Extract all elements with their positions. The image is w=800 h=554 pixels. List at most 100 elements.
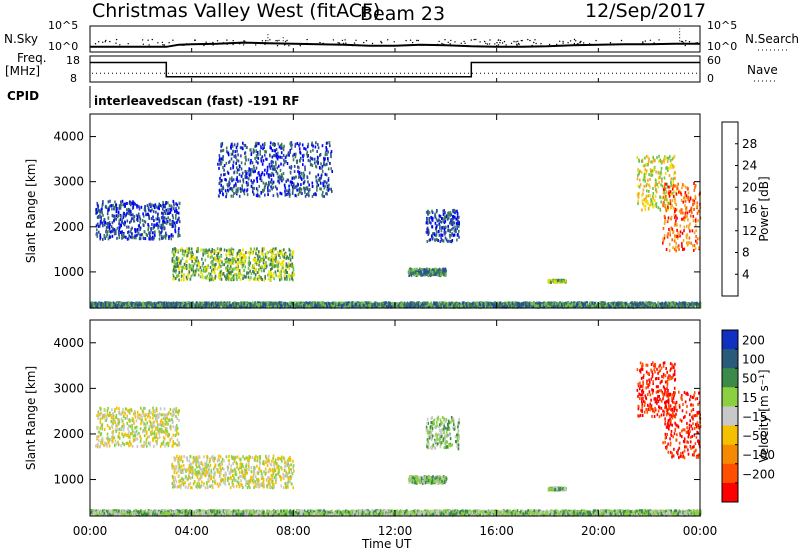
rti-cell	[407, 303, 409, 306]
rti-cell	[158, 230, 160, 234]
rti-cell	[207, 277, 209, 281]
search-noise-dot	[255, 44, 257, 46]
rti-cell	[180, 274, 183, 278]
rti-cell	[245, 251, 247, 255]
rti-cell	[223, 301, 226, 305]
rti-cell	[190, 247, 193, 251]
search-noise-dot	[470, 39, 472, 41]
rti-cell	[175, 213, 177, 217]
rti-cell	[116, 226, 119, 230]
rti-cell	[239, 302, 241, 305]
rti-cell	[118, 226, 121, 230]
rti-cell	[219, 270, 222, 274]
rti-cell	[482, 301, 484, 305]
rti-cell	[451, 304, 453, 308]
search-noise-dot	[363, 41, 365, 44]
rti-cell	[227, 304, 230, 308]
search-noise-dot	[579, 41, 581, 43]
rti-cell	[270, 278, 272, 281]
rti-cell	[520, 305, 523, 309]
rti-cell	[239, 305, 242, 309]
rti-cell	[174, 276, 177, 280]
rti-cell	[606, 304, 608, 308]
rti-cell	[262, 256, 265, 260]
search-noise-dot	[609, 42, 612, 44]
rti-cell	[112, 214, 114, 218]
rti-cell	[596, 301, 599, 305]
rti-cell	[593, 302, 595, 306]
rti-cell	[121, 302, 124, 305]
rti-cell	[285, 277, 288, 281]
rti-cell	[203, 248, 205, 252]
rti-cell	[137, 228, 139, 231]
rti-cell	[282, 259, 285, 263]
search-noise-dot	[285, 40, 287, 43]
freq-label-line1: Freq.	[17, 51, 47, 65]
rti-cell	[195, 259, 197, 263]
search-noise-dot	[151, 38, 153, 41]
rti-cell	[460, 302, 462, 306]
rti-cell	[278, 301, 281, 305]
rti-cell	[680, 304, 682, 308]
rti-cell	[218, 265, 221, 269]
search-noise-dot	[148, 44, 150, 46]
rti-cell	[216, 303, 219, 307]
rti-cell	[257, 257, 259, 261]
nave-label: Nave	[747, 63, 778, 77]
rti-cell	[168, 301, 170, 305]
rti-cell	[289, 258, 292, 262]
rti-cell	[121, 199, 124, 203]
rti-cell	[102, 302, 104, 306]
rti-cell	[521, 305, 524, 308]
rti-cell	[290, 264, 293, 268]
rti-cell	[95, 207, 97, 211]
rti-cell	[153, 302, 156, 305]
rti-cell	[126, 225, 128, 229]
rti-cell	[563, 305, 566, 309]
rti-cell	[91, 303, 94, 307]
rti-cell	[499, 304, 502, 308]
rti-cell	[258, 302, 260, 306]
search-noise-dot	[513, 40, 515, 43]
rti-cell	[178, 271, 180, 274]
rti-cell	[586, 301, 589, 305]
search-noise-dot	[475, 38, 477, 41]
rti-cell	[126, 219, 129, 223]
rti-cell	[160, 223, 162, 227]
rti-cell	[280, 252, 282, 256]
rti-cell	[90, 301, 93, 305]
rti-cell	[247, 261, 250, 265]
rti-cell	[188, 247, 191, 251]
search-noise-dot	[517, 40, 519, 42]
rti-cell	[207, 302, 210, 306]
rti-cell	[493, 303, 496, 307]
search-noise-dot	[430, 44, 433, 46]
rti-cell	[218, 260, 220, 264]
rti-cell	[235, 255, 238, 259]
rti-cell	[218, 255, 221, 259]
rti-cell	[274, 270, 277, 274]
rti-cell	[216, 247, 219, 251]
rti-cell	[258, 268, 260, 272]
rti-cell	[407, 304, 409, 308]
rti-cell	[203, 301, 206, 305]
rti-cell	[480, 301, 483, 305]
rti-cell	[144, 237, 147, 241]
search-noise-dot	[115, 42, 117, 44]
rti-cell	[642, 304, 644, 308]
rti-cell	[261, 258, 264, 262]
rti-cell	[279, 274, 281, 278]
rti-cell	[172, 234, 174, 238]
rti-cell	[280, 262, 282, 266]
rti-cell	[602, 304, 605, 308]
rti-cell	[510, 304, 512, 308]
rti-cell	[201, 257, 203, 261]
rti-cell	[626, 304, 628, 308]
rti-cell	[215, 250, 217, 253]
rti-cell	[136, 303, 139, 307]
rti-cell	[215, 262, 217, 266]
rti-cell	[292, 273, 294, 277]
search-noise-dot	[448, 44, 451, 46]
rti-cell	[469, 304, 472, 308]
rti-cell	[193, 262, 196, 266]
